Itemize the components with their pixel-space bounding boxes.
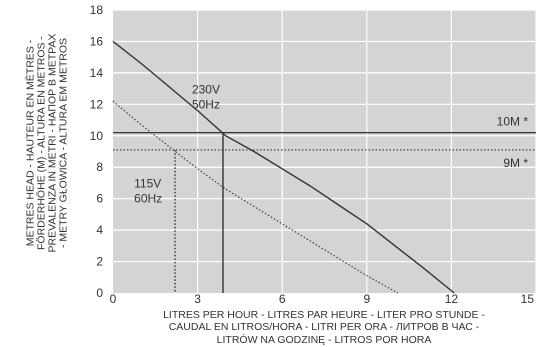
y-axis-title-line: PREVALENZA IN METRI - НАПОР В МЕТРАХ: [46, 34, 58, 253]
y-axis-title-line: FÖRDERHÖHE (M) - ALTURA EN METROS -: [34, 36, 47, 251]
series-label: 60Hz: [134, 192, 162, 206]
x-tick-label: 3: [194, 292, 201, 306]
x-tick-label: 12: [445, 292, 459, 306]
y-tick-label: 2: [96, 255, 103, 269]
series-line: [112, 40, 455, 294]
x-tick-label: 6: [279, 292, 286, 306]
y-tick-label: 12: [90, 97, 104, 111]
y-tick-label: 8: [96, 160, 103, 174]
y-tick-label: 18: [90, 3, 104, 17]
reference-line-label: 9M *: [503, 156, 528, 170]
y-axis-title-line: METRES HEAD - HAUTEUR EN MÈTRES -: [23, 40, 36, 247]
y-axis-title: METRES HEAD - HAUTEUR EN MÈTRES - FÖRDER…: [8, 0, 86, 287]
y-tick-label: 16: [90, 34, 104, 48]
series-label: 230V: [192, 82, 220, 96]
plot-background: [113, 10, 536, 293]
y-tick-label: 0: [96, 286, 103, 300]
series-line: [112, 100, 399, 294]
x-axis-title-line: LITRÓW NA GODZINĘ - LITROS POR HORA: [216, 333, 432, 346]
x-axis-title: LITRES PER HOUR - LITRES PAR HEURE - LIT…: [112, 309, 536, 346]
series-label: 50Hz: [192, 97, 220, 111]
y-tick-label: 10: [90, 129, 104, 143]
x-tick-label: 9: [363, 292, 370, 306]
x-axis-title-line: LITRES PER HOUR - LITRES PAR HEURE - LIT…: [163, 309, 485, 321]
x-axis-title-line: CAUDAL EN LITROS/HORA - LITRI PER ORA - …: [168, 321, 480, 334]
reference-line-label: 10M *: [497, 115, 529, 129]
y-tick-label: 4: [96, 223, 103, 237]
series-label: 115V: [134, 177, 161, 191]
y-tick-label: 14: [90, 66, 104, 80]
y-tick-label: 6: [96, 192, 103, 206]
x-tick-label: 0: [110, 292, 117, 306]
x-tick-label: 15: [521, 292, 535, 306]
y-axis-title-line: - METRY GŁOWICA - ALTURA EM METROS: [57, 38, 70, 249]
